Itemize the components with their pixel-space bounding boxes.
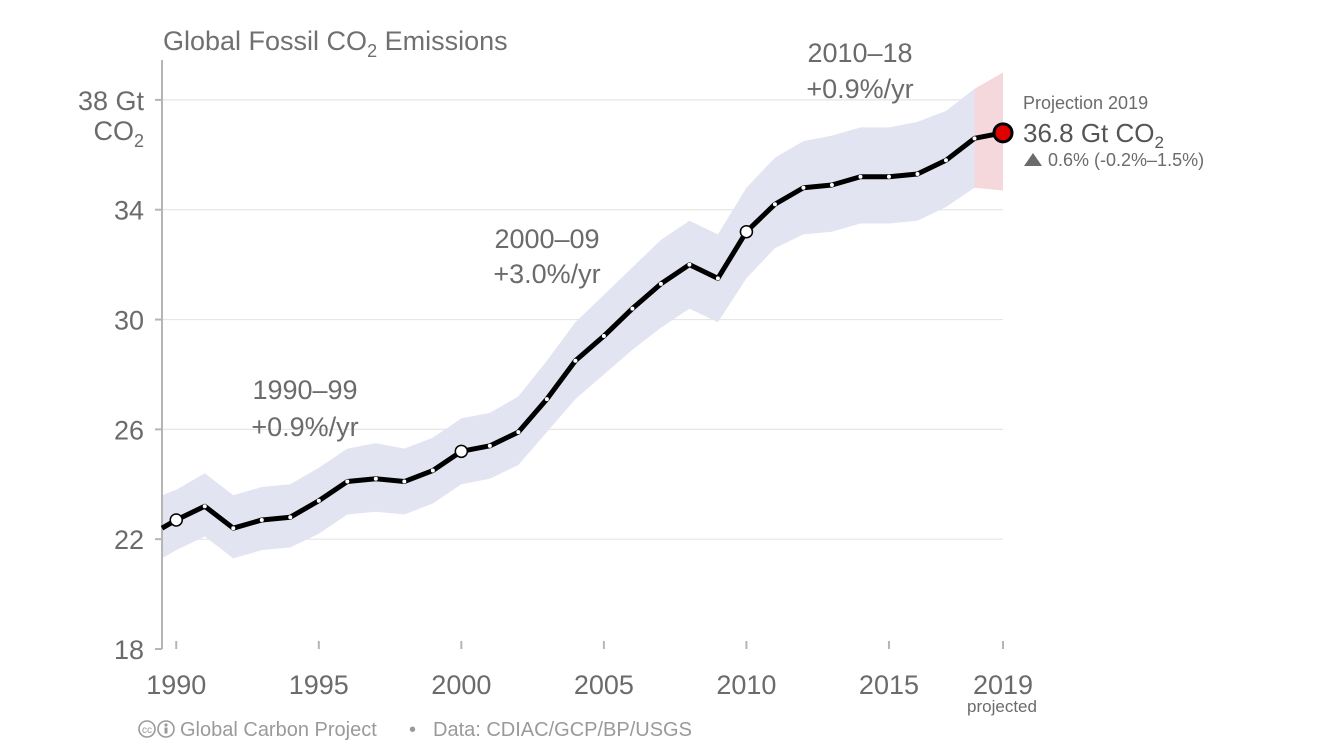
y-tick-label: 26 — [114, 415, 144, 445]
svg-text:1990–99: 1990–99 — [252, 375, 357, 405]
footer: cc Global Carbon Project • Data: CDIAC/G… — [138, 719, 692, 741]
data-points — [169, 122, 1014, 531]
data-point — [829, 183, 834, 188]
y-tick-label: 34 — [114, 196, 144, 226]
data-point — [915, 172, 920, 177]
projection-label: Projection 2019 — [1023, 93, 1148, 113]
footer-source: Data: CDIAC/GCP/BP/USGS — [433, 719, 692, 741]
data-point — [573, 358, 578, 363]
x-tick-label: 1990 — [146, 670, 206, 700]
data-point — [316, 498, 321, 503]
chart-title: Global Fossil CO2 Emissions — [163, 26, 508, 61]
data-point — [516, 430, 521, 435]
footer-credit: Global Carbon Project — [180, 719, 377, 741]
data-point — [259, 517, 264, 522]
y-tick-label: 18 — [114, 635, 144, 665]
data-point — [373, 476, 378, 481]
data-point — [972, 136, 977, 141]
x-tick-label: 2005 — [574, 670, 634, 700]
y-tick-label: 22 — [114, 525, 144, 555]
uncertainty-band-projection — [974, 72, 1003, 191]
data-point — [402, 479, 407, 484]
data-point-highlight — [454, 444, 469, 459]
svg-text:2010–18: 2010–18 — [807, 38, 912, 68]
data-point-highlight — [169, 513, 184, 527]
data-point — [687, 262, 692, 267]
annotation-2000s: 2000–09 +3.0%/yr — [493, 224, 600, 289]
footer-separator: • — [409, 719, 416, 741]
data-point — [630, 306, 635, 311]
data-point — [288, 515, 293, 520]
svg-text:+0.9%/yr: +0.9%/yr — [251, 412, 358, 442]
data-point — [801, 185, 806, 190]
x-axis-ticks: 1990 1995 2000 2005 2010 2015 2019 — [146, 641, 1033, 700]
x-tick-label: 2000 — [431, 670, 491, 700]
svg-text:2000–09: 2000–09 — [494, 224, 599, 254]
projection-callout: Projection 2019 36.8 Gt CO2 0.6% (-0.2%–… — [1023, 93, 1204, 170]
data-point — [430, 468, 435, 473]
y-axis-unit-label: CO2 — [93, 116, 144, 151]
data-point — [231, 526, 236, 531]
data-point — [658, 281, 663, 286]
data-point — [772, 202, 777, 207]
data-point — [858, 174, 863, 179]
y-tick-label: 30 — [114, 306, 144, 336]
data-point — [202, 504, 207, 509]
data-point — [487, 443, 492, 448]
data-point-highlight — [739, 224, 754, 239]
projection-point — [992, 122, 1014, 144]
x-tick-label: 2019 — [973, 670, 1033, 700]
y-axis-ticks: 34 30 26 22 18 — [114, 98, 162, 665]
data-point — [345, 479, 350, 484]
uncertainty-band-historical — [162, 88, 975, 559]
projection-value: 36.8 Gt CO2 — [1023, 118, 1164, 152]
svg-text:+3.0%/yr: +3.0%/yr — [493, 259, 600, 289]
data-point — [601, 334, 606, 339]
y-axis-top-label: 38 Gt — [78, 86, 145, 116]
annotation-2010s: 2010–18 +0.9%/yr — [806, 38, 913, 104]
data-point — [544, 397, 549, 402]
x-tick-label: 2010 — [716, 670, 776, 700]
data-point — [943, 158, 948, 163]
annotation-1990s: 1990–99 +0.9%/yr — [251, 375, 358, 442]
data-point — [715, 276, 720, 281]
up-triangle-icon — [1024, 153, 1042, 166]
x-tick-label: 2015 — [859, 670, 919, 700]
cc-by-icons: cc — [138, 720, 175, 738]
data-point — [886, 174, 891, 179]
x-tick-label: 1995 — [289, 670, 349, 700]
x-tick-sublabel-projected: projected — [967, 697, 1037, 716]
svg-text:cc: cc — [142, 725, 152, 736]
projection-change: 0.6% (-0.2%–1.5%) — [1048, 150, 1204, 170]
svg-text:+0.9%/yr: +0.9%/yr — [806, 74, 913, 104]
